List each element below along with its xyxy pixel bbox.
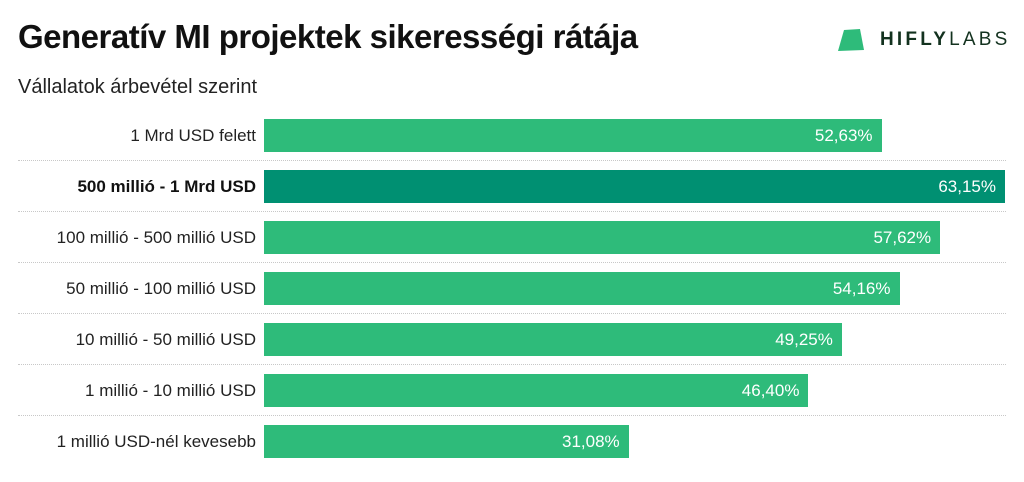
bar: 31,08% (264, 425, 629, 458)
category-label: 500 millió - 1 Mrd USD (77, 177, 256, 196)
bar: 52,63% (264, 119, 882, 152)
value-label: 52,63% (814, 126, 873, 145)
value-label: 63,15% (938, 177, 996, 196)
category-label: 1 millió - 10 millió USD (85, 381, 256, 400)
chart-row: 500 millió - 1 Mrd USD 63,15% (0, 161, 1024, 212)
row-separator (18, 160, 1006, 161)
hiflylabs-logo: HIFLYLABS (838, 27, 1011, 53)
chart-title: Generatív MI projektek sikerességi rátáj… (18, 18, 638, 55)
value-label: 54,16% (832, 279, 891, 298)
bar: 46,40% (264, 374, 809, 407)
row-separator (18, 211, 1006, 212)
category-label: 100 millió - 500 millió USD (56, 228, 256, 247)
chart-row: 1 millió USD-nél kevesebb 31,08% (0, 416, 1024, 467)
row-separator (18, 262, 1006, 263)
category-label: 1 Mrd USD felett (130, 126, 256, 145)
logo-text-light: LABS (949, 29, 1011, 50)
chart-subtitle: Vállalatok árbevétel szerint (18, 76, 258, 98)
bar-highlighted: 63,15% (264, 170, 1005, 203)
bar: 57,62% (264, 221, 941, 254)
row-separator (18, 364, 1006, 365)
chart-row: 1 Mrd USD felett 52,63% (0, 110, 1024, 161)
bar: 54,16% (264, 272, 900, 305)
logo-text: HIFLYLABS (880, 29, 1011, 51)
chart-row: 100 millió - 500 millió USD 57,62% (0, 212, 1024, 263)
chart-row: 1 millió - 10 millió USD 46,40% (0, 365, 1024, 416)
value-label: 49,25% (775, 330, 833, 349)
value-label: 31,08% (562, 432, 620, 451)
logo-text-bold: HIFLY (880, 29, 950, 50)
bar: 49,25% (264, 323, 842, 356)
row-separator (18, 415, 1006, 416)
logo-mark-icon (838, 29, 864, 51)
category-label: 10 millió - 50 millió USD (75, 330, 256, 349)
value-label: 57,62% (873, 228, 932, 247)
value-label: 46,40% (741, 381, 800, 400)
category-label: 1 millió USD-nél kevesebb (56, 432, 256, 451)
category-label: 50 millió - 100 millió USD (66, 279, 256, 298)
chart-row: 50 millió - 100 millió USD 54,16% (0, 263, 1024, 314)
row-separator (18, 313, 1006, 314)
chart-row: 10 millió - 50 millió USD 49,25% (0, 314, 1024, 365)
